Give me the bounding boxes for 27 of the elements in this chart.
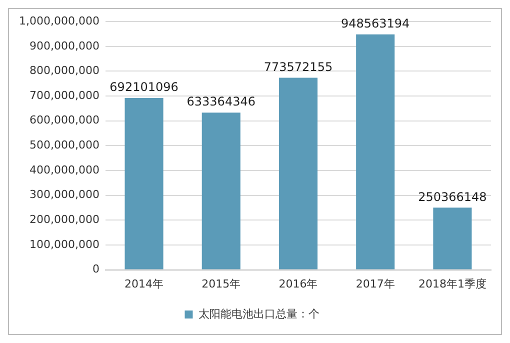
bar bbox=[202, 112, 240, 270]
y-tick-label: 200,000,000 bbox=[29, 213, 100, 226]
y-tick-label: 1,000,000,000 bbox=[18, 14, 100, 28]
bar bbox=[433, 208, 472, 270]
x-tick-label: 2015年 bbox=[202, 277, 241, 290]
data-label: 773572155 bbox=[264, 60, 333, 74]
data-label: 692101096 bbox=[110, 80, 178, 94]
bar bbox=[124, 98, 164, 270]
y-tick-label: 700,000,000 bbox=[29, 88, 100, 102]
legend-label: 太阳能电池出口总量：个 bbox=[198, 307, 320, 320]
y-tick-label: 800,000,000 bbox=[29, 64, 100, 78]
data-label: 948563194 bbox=[340, 16, 410, 30]
y-tick-label: 100,000,000 bbox=[29, 238, 100, 251]
y-tick-label: 300,000,000 bbox=[29, 188, 100, 202]
y-tick-label: 600,000,000 bbox=[29, 114, 100, 127]
x-tick-label: 2018年1季度 bbox=[418, 277, 486, 290]
x-tick-label: 2016年 bbox=[278, 277, 318, 290]
x-tick-label: 2014年 bbox=[124, 277, 164, 290]
x-tick-label: 2017年 bbox=[356, 277, 395, 290]
y-tick-label: 0 bbox=[92, 262, 100, 276]
data-label: 633364346 bbox=[186, 94, 256, 109]
bar bbox=[356, 34, 395, 270]
y-tick-label: 500,000,000 bbox=[29, 138, 100, 152]
y-tick-label: 400,000,000 bbox=[29, 163, 100, 176]
bar bbox=[278, 78, 318, 270]
y-tick-label: 900,000,000 bbox=[29, 39, 100, 52]
data-label: 250366148 bbox=[418, 190, 487, 204]
